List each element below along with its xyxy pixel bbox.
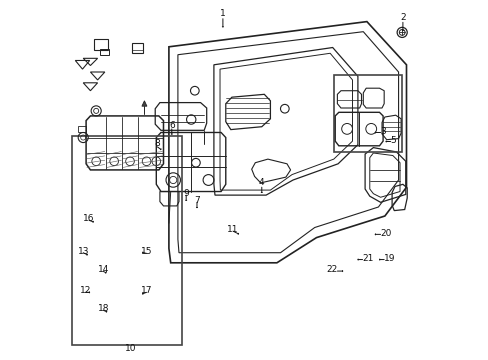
Text: 3: 3 — [380, 127, 386, 136]
Text: 8: 8 — [154, 139, 160, 148]
Bar — [78, 126, 86, 132]
Text: 22: 22 — [325, 266, 337, 274]
Text: 6: 6 — [168, 121, 174, 130]
Bar — [72, 136, 182, 345]
Text: 20: 20 — [380, 229, 391, 238]
Text: 16: 16 — [83, 214, 95, 223]
Text: 13: 13 — [77, 247, 89, 256]
Bar — [333, 75, 401, 152]
Polygon shape — [142, 101, 146, 106]
Bar — [100, 49, 108, 55]
Text: 7: 7 — [194, 197, 200, 205]
Text: 4: 4 — [259, 178, 264, 187]
Text: 15: 15 — [141, 248, 152, 256]
Text: 18: 18 — [98, 304, 109, 313]
Text: 5: 5 — [390, 136, 396, 145]
Text: 1: 1 — [220, 9, 225, 18]
Text: 11: 11 — [227, 225, 238, 234]
Text: 17: 17 — [141, 287, 152, 295]
Text: 21: 21 — [362, 254, 373, 263]
Bar — [132, 43, 142, 53]
Text: 2: 2 — [399, 13, 405, 22]
Bar — [94, 39, 108, 50]
Text: 12: 12 — [80, 287, 91, 295]
Text: 14: 14 — [98, 266, 109, 274]
Text: 9: 9 — [183, 189, 189, 198]
Text: 10: 10 — [125, 344, 137, 353]
Text: 19: 19 — [384, 254, 395, 263]
